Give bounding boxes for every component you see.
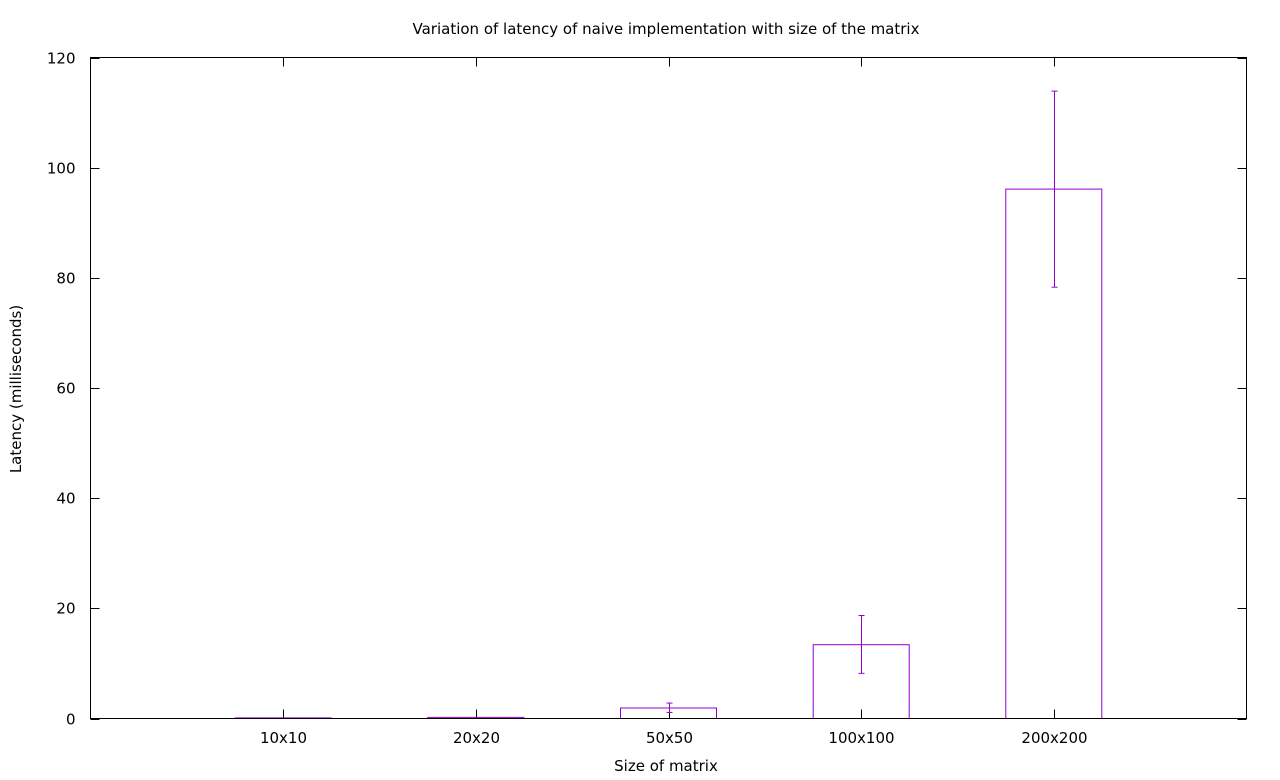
x-tick-label: 200x200 — [1021, 729, 1087, 747]
tick-labels-group: 0 20 40 60 80 100 120 10x10 20x20 50x50 100x100 200… — [47, 50, 1088, 748]
y-tick-label: 60 — [56, 380, 75, 398]
plot-frame — [90, 57, 1247, 719]
x-tick-label: 50x50 — [646, 729, 693, 747]
bars-group — [234, 188, 1103, 720]
x-axis-label: Size of matrix — [614, 757, 718, 775]
x-tick-label: 100x100 — [828, 729, 894, 747]
axis-ticks — [90, 57, 1247, 720]
error-bar-50x50 — [666, 702, 673, 713]
x-tick-label: 20x20 — [453, 729, 500, 747]
bar-50x50 — [620, 707, 717, 719]
y-tick-label: 120 — [47, 50, 76, 68]
y-tick-label: 100 — [47, 160, 76, 178]
error-bars-group — [666, 90, 1058, 713]
error-bar-200x200 — [1051, 90, 1058, 288]
y-tick-label: 0 — [66, 711, 76, 729]
error-bar-100x100 — [858, 614, 865, 674]
chart-title: Variation of latency of naive implementa… — [413, 20, 920, 38]
y-tick-label: 40 — [56, 490, 75, 508]
y-tick-label: 20 — [56, 600, 75, 618]
y-tick-label: 80 — [56, 270, 75, 288]
x-tick-label: 10x10 — [260, 729, 307, 747]
bar-200x200 — [1005, 188, 1103, 720]
y-axis-label: Latency (milliseconds) — [7, 305, 25, 473]
